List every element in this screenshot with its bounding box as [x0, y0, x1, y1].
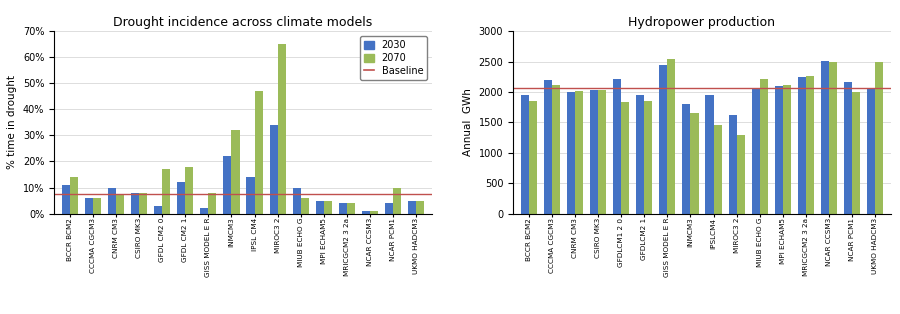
- Bar: [316, 201, 324, 214]
- Bar: [231, 130, 239, 214]
- Bar: [714, 125, 722, 214]
- Bar: [544, 80, 553, 214]
- Y-axis label: % time in drought: % time in drought: [7, 75, 17, 170]
- Bar: [644, 100, 652, 214]
- Bar: [70, 177, 78, 214]
- Bar: [255, 91, 263, 214]
- Bar: [590, 90, 598, 214]
- Bar: [416, 201, 424, 214]
- Bar: [829, 62, 837, 214]
- Bar: [706, 95, 714, 214]
- Bar: [529, 100, 537, 214]
- Bar: [247, 177, 255, 214]
- Bar: [613, 79, 621, 214]
- Bar: [621, 102, 629, 214]
- Bar: [752, 89, 760, 214]
- Legend: 2030, 2070, Baseline: 2030, 2070, Baseline: [360, 36, 427, 80]
- Bar: [598, 90, 607, 214]
- Bar: [844, 82, 851, 214]
- Bar: [116, 195, 124, 214]
- Bar: [324, 201, 332, 214]
- Bar: [775, 86, 783, 214]
- Baseline: [65, 192, 76, 196]
- Bar: [162, 169, 170, 214]
- Bar: [553, 85, 560, 214]
- Y-axis label: Annual  GWh: Annual GWh: [463, 89, 473, 156]
- Bar: [728, 115, 736, 214]
- Bar: [636, 95, 644, 214]
- Bar: [760, 79, 768, 214]
- Bar: [292, 187, 301, 214]
- Bar: [177, 182, 185, 214]
- Bar: [575, 91, 583, 214]
- Bar: [682, 104, 690, 214]
- Bar: [821, 61, 829, 214]
- Bar: [62, 185, 70, 214]
- Bar: [567, 92, 575, 214]
- Bar: [108, 187, 116, 214]
- Bar: [385, 203, 392, 214]
- Bar: [783, 85, 791, 214]
- Bar: [154, 206, 162, 214]
- Bar: [209, 193, 217, 214]
- Bar: [346, 203, 355, 214]
- Bar: [668, 59, 676, 214]
- Bar: [851, 92, 860, 214]
- Bar: [338, 203, 346, 214]
- Bar: [362, 211, 370, 214]
- Bar: [521, 95, 529, 214]
- Bar: [86, 198, 94, 214]
- Title: Drought incidence across climate models: Drought incidence across climate models: [113, 16, 373, 29]
- Bar: [867, 89, 875, 214]
- Bar: [408, 201, 416, 214]
- Baseline: [88, 192, 99, 196]
- Bar: [131, 193, 140, 214]
- Bar: [797, 77, 806, 214]
- Bar: [269, 125, 277, 214]
- Bar: [201, 208, 209, 214]
- Bar: [301, 198, 309, 214]
- Bar: [690, 113, 698, 214]
- Bar: [392, 187, 400, 214]
- Bar: [736, 135, 744, 214]
- Bar: [660, 65, 668, 214]
- Bar: [223, 156, 231, 214]
- Bar: [185, 167, 193, 214]
- Bar: [94, 198, 101, 214]
- Title: Hydropower production: Hydropower production: [628, 16, 776, 29]
- Bar: [875, 62, 883, 214]
- Bar: [370, 211, 378, 214]
- Bar: [277, 44, 285, 214]
- Bar: [806, 76, 814, 214]
- Bar: [140, 193, 148, 214]
